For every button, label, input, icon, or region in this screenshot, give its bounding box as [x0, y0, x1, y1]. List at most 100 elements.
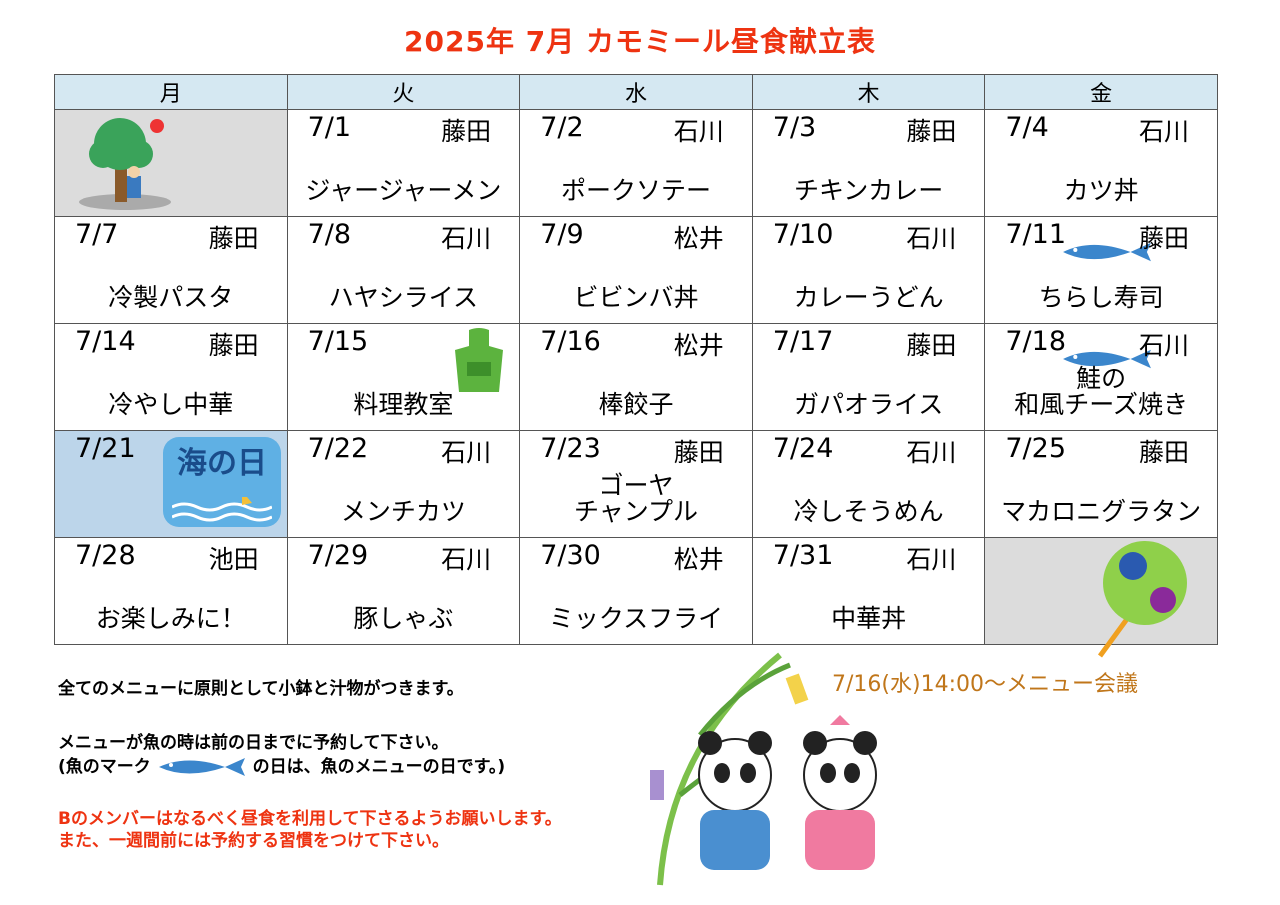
- cell-menu: カレーうどん: [793, 283, 944, 312]
- waves-icon: [171, 491, 273, 522]
- day-cell: [984, 537, 1218, 658]
- day-cell: 7/14 藤田冷やし中華: [54, 323, 288, 431]
- week-row: 海の日 7/21 7/22 石川 メンチカツ 7/23 藤田 ゴーヤ チャンプル 7/24 石川冷…: [54, 430, 1218, 538]
- fish-icon: [158, 758, 245, 776]
- day-cell: 7/23 藤田ゴーヤ チャンプル: [519, 430, 753, 538]
- cell-menu: カツ丼: [1063, 176, 1139, 205]
- cell-date: 7/25: [1005, 433, 1067, 464]
- fish-icon: [1063, 242, 1152, 262]
- day-cell: 7/1 藤田 ジャージャーメン: [286, 109, 521, 217]
- cell-date: 7/4: [1005, 112, 1049, 143]
- cell-menu: 冷やし中華: [108, 390, 234, 419]
- cell-date: 7/16: [540, 326, 601, 357]
- cell-person: 松井: [673, 224, 724, 253]
- menu-calendar: 月火水木金 7/1 藤田 ジャージャーメン 7/2 石川 ポークソテー 7/3 藤田 チキンカレ…: [54, 74, 1218, 658]
- cell-date: 7/24: [772, 433, 834, 464]
- day-cell: 7/15 料理教室: [286, 323, 521, 431]
- cell-person: 松井: [673, 331, 724, 360]
- cell-person: 藤田: [1138, 224, 1189, 253]
- cell-menu: 棒餃子: [598, 390, 674, 419]
- page-title: 2025年 7月 カモミール昼食献立表: [404, 25, 876, 58]
- weekday-header: 水: [519, 74, 753, 110]
- cell-date: 7/18: [1005, 326, 1067, 357]
- day-cell: 7/2 石川 ポークソテー: [519, 109, 753, 217]
- week-row: 7/7 藤田 冷製パスタ 7/8 石川 ハヤシライス 7/9 松井 ビビンバ丼 7/10 石川 カレー…: [54, 216, 1218, 324]
- meeting-notice: 7/16(水)14:00～メニュー会議: [832, 672, 1138, 697]
- cell-menu: ちらし寿司: [1038, 283, 1164, 312]
- cell-person: 石川: [906, 545, 957, 574]
- day-cell: 7/8 石川 ハヤシライス: [286, 216, 521, 324]
- cell-menu: ポークソテー: [560, 176, 711, 205]
- day-cell: 7/4 石川カツ丼: [984, 109, 1218, 217]
- day-cell: 7/22 石川メンチカツ: [286, 430, 521, 538]
- cell-person: 藤田: [906, 331, 957, 360]
- cell-menu: ガパオライス: [793, 390, 944, 419]
- cell-person: 藤田: [1138, 438, 1189, 467]
- cell-date: 7/11: [1005, 219, 1067, 250]
- cell-menu: マカロニグラタン: [1001, 497, 1202, 526]
- cell-date: 7/30: [540, 540, 601, 571]
- cell-date: 7/22: [307, 433, 369, 464]
- day-cell: 7/10 石川カレーうどん: [751, 216, 986, 324]
- cell-person: 石川: [906, 438, 957, 467]
- day-cell: 7/29 石川 豚しゃぶ: [286, 537, 521, 645]
- cell-person: 藤田: [673, 438, 724, 467]
- cell-date: 7/21: [75, 433, 136, 464]
- uchiwa-fan-illustration: [1098, 541, 1188, 658]
- cell-date: 7/9: [540, 219, 584, 250]
- note-fish-mark-a: (魚のマーク: [58, 757, 151, 777]
- cell-date: 7/28: [75, 540, 136, 571]
- weekday-header: 木: [751, 74, 986, 110]
- cell-date: 7/7: [75, 219, 119, 250]
- umi-no-hi-badge: 海の日: [163, 437, 281, 527]
- apron-icon: [455, 328, 504, 392]
- cell-person: 石川: [441, 438, 492, 467]
- note-side-dishes: 全てのメニューに原則として小鉢と汁物がつきます。: [58, 679, 464, 699]
- note-fish-mark: (魚のマーク の日は、魚のメニューの日です。): [58, 756, 505, 778]
- day-cell: 7/31 石川中華丼: [751, 537, 986, 645]
- cell-person: 藤田: [441, 117, 492, 146]
- holiday-label: 海の日: [177, 446, 267, 481]
- cell-person: 松井: [673, 545, 724, 574]
- cell-person: 藤田: [208, 224, 259, 253]
- cell-menu: 料理教室: [353, 390, 454, 419]
- cell-date: 7/31: [772, 540, 834, 571]
- day-cell: 7/7 藤田 冷製パスタ: [54, 216, 288, 324]
- cell-person: 石川: [906, 224, 957, 253]
- cell-menu: メンチカツ: [340, 497, 466, 526]
- note-fish-reservation: メニューが魚の時は前の日までに予約して下さい。: [58, 733, 449, 753]
- note-reservation-habit: また、一週間前には予約する習慣をつけて下さい。: [58, 831, 449, 851]
- day-cell: 7/30 松井ミックスフライ: [519, 537, 753, 645]
- cell-menu: ジャージャーメン: [305, 176, 502, 205]
- cell-date: 7/3: [772, 112, 817, 143]
- day-cell: 7/28 池田 お楽しみに！: [54, 537, 288, 645]
- week-row: 7/28 池田 お楽しみに！ 7/29 石川 豚しゃぶ 7/30 松井 ミックスフライ 7/31 石…: [54, 537, 1218, 658]
- cell-date: 7/10: [772, 219, 834, 250]
- weekday-header: 金: [984, 74, 1218, 110]
- cell-person: 石川: [1138, 331, 1189, 360]
- cell-date: 7/23: [540, 433, 601, 464]
- day-cell: 7/9 松井ビビンバ丼: [519, 216, 753, 324]
- tanabata-pandas-illustration: [650, 652, 877, 886]
- cell-person: 石川: [1138, 117, 1189, 146]
- cell-menu: ゴーヤ チャンプル: [573, 471, 698, 526]
- day-cell: 7/18 石川 鮭の 和風チーズ焼き: [984, 323, 1218, 431]
- day-cell: 7/3 藤田 チキンカレー: [751, 109, 986, 217]
- note-fish-mark-b: の日は、魚のメニューの日です。): [252, 757, 506, 777]
- cell-person: 石川: [673, 117, 724, 146]
- cell-menu: ビビンバ丼: [573, 283, 699, 312]
- cell-menu: 中華丼: [831, 604, 907, 633]
- day-cell: 7/11 藤田ちらし寿司: [984, 216, 1218, 324]
- cell-person: 藤田: [906, 117, 957, 146]
- cell-person: 藤田: [208, 331, 259, 360]
- cell-person: 池田: [208, 545, 259, 574]
- day-cell: 7/16 松井棒餃子: [519, 323, 753, 431]
- day-cell: 7/25 藤田マカロニグラタン: [984, 430, 1218, 538]
- cell-date: 7/14: [75, 326, 136, 357]
- note-request: Bのメンバーはなるべく昼食を利用して下さるようお願いします。: [58, 809, 562, 829]
- cell-date: 7/29: [307, 540, 369, 571]
- day-cell: 海の日 7/21: [54, 430, 288, 538]
- weekday-header: 月: [54, 74, 288, 110]
- cell-person: 石川: [441, 545, 492, 574]
- cell-menu: ミックスフライ: [548, 604, 724, 633]
